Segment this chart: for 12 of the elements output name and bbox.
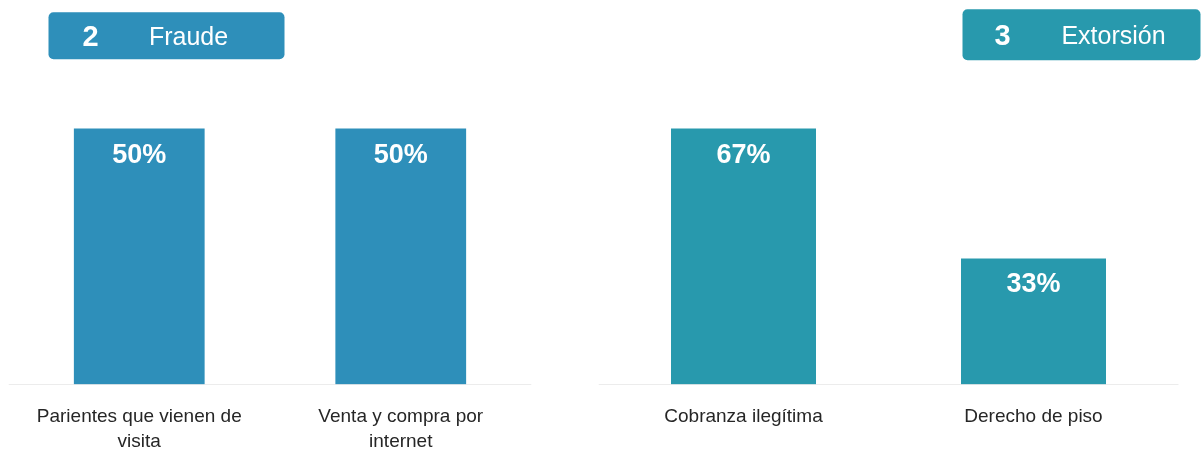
x-tick-label: Cobranza ilegítima — [664, 404, 824, 426]
x-tick-label: Derecho de piso — [964, 404, 1103, 426]
data-label: 67% — [716, 138, 771, 169]
data-label: 50% — [373, 138, 428, 169]
text: 3 — [994, 18, 1011, 51]
x-tick-label: Parientes que vienen de visita — [36, 404, 242, 451]
chart-title: Fraude — [148, 21, 229, 50]
text: 2 — [82, 19, 99, 52]
data-label: 33% — [1006, 268, 1061, 299]
data-label: 50% — [112, 138, 167, 169]
chart-title: Extorsión — [1061, 20, 1166, 49]
x-tick-label: Venta y compra por internet — [318, 404, 484, 451]
